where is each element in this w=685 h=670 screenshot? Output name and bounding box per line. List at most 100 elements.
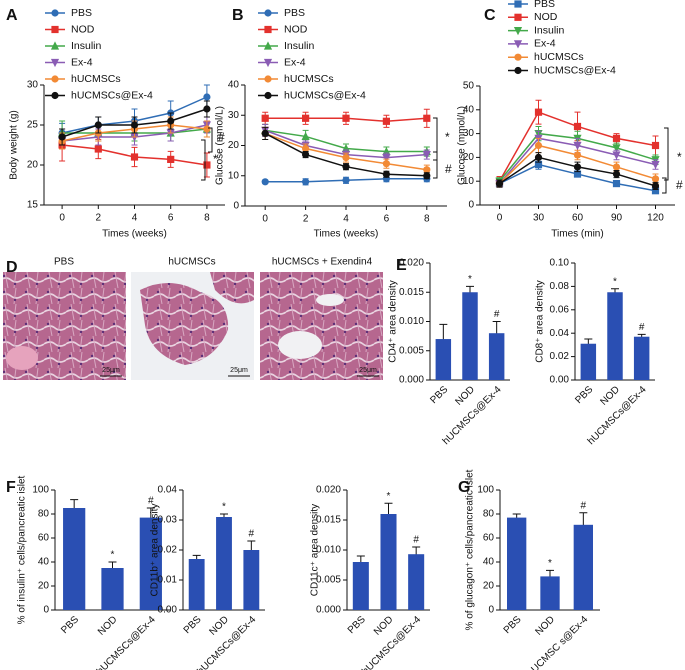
- y-tick-label: 20: [483, 581, 495, 592]
- legend-label: hUCMSCs: [71, 73, 121, 85]
- x-tick-label: 6: [384, 214, 390, 225]
- marker: [612, 144, 621, 153]
- marker: [612, 163, 621, 171]
- y-tick-label: 0.005: [399, 345, 424, 356]
- marker: [422, 150, 431, 160]
- bar: [488, 333, 505, 380]
- y-tick-label: 0.02: [158, 545, 178, 556]
- x-tick-label: 0: [497, 213, 503, 224]
- y-axis-label: CD11b⁺ area density: [150, 504, 161, 597]
- annotation: #: [676, 178, 683, 192]
- y-axis-label: Body weight (g): [9, 110, 20, 179]
- bracket: [208, 127, 213, 153]
- y-tick-label: 20: [463, 152, 475, 163]
- marker: [423, 114, 431, 122]
- y-tick-label: 20: [27, 160, 39, 171]
- y-tick-label: 0.005: [316, 575, 341, 586]
- histology-image: [260, 272, 383, 380]
- legend-label: hUCMSCs: [534, 51, 584, 63]
- image-label: hUCMSCs + Exendin4: [272, 257, 373, 268]
- x-tick-label: 120: [647, 213, 664, 224]
- panel-letter: A: [6, 7, 18, 24]
- significance: *: [548, 558, 552, 569]
- y-tick-label: 20: [228, 140, 240, 151]
- x-tick-label: NOD: [96, 614, 120, 638]
- marker: [342, 114, 350, 122]
- marker: [534, 160, 543, 169]
- panel-letter: B: [232, 7, 244, 24]
- legend-label: Ex-4: [534, 38, 556, 50]
- legend-marker: [513, 27, 523, 36]
- marker: [167, 155, 175, 163]
- y-axis-label: CD4⁺ area density: [388, 280, 399, 363]
- x-tick-label: 6: [168, 213, 174, 224]
- y-tick-label: 100: [477, 485, 494, 496]
- bar: [607, 292, 623, 380]
- x-tick-label: PBS: [346, 614, 368, 636]
- legend-label: Insulin: [284, 40, 315, 52]
- x-tick-label: hUCMSC s@Ex-4: [525, 614, 590, 670]
- legend-marker: [50, 41, 60, 50]
- legend-label: hUCMSCs@Ex-4: [71, 89, 153, 101]
- legend-label: hUCMSCs@Ex-4: [534, 64, 616, 76]
- x-tick-label: PBS: [502, 614, 524, 636]
- legend-label: Insulin: [71, 40, 102, 52]
- annotation: *: [677, 150, 682, 164]
- y-tick-label: 0.10: [550, 258, 570, 269]
- marker: [167, 117, 175, 125]
- marker: [612, 134, 621, 142]
- y-tick-label: 0.08: [550, 281, 570, 292]
- legend-label: hUCMSCs@Ex-4: [284, 89, 366, 101]
- y-tick-label: 0.020: [316, 485, 341, 496]
- significance: *: [222, 502, 226, 513]
- y-tick-label: 30: [463, 128, 475, 139]
- legend-label: PBS: [284, 7, 305, 19]
- bar: [540, 576, 560, 610]
- x-axis-label: Times (min): [551, 229, 603, 240]
- significance: *: [613, 276, 617, 287]
- y-tick-label: 20: [38, 581, 50, 592]
- y-tick-label: 80: [483, 509, 495, 520]
- y-tick-label: 30: [27, 80, 39, 91]
- bar: [507, 517, 527, 610]
- annotation: *: [445, 130, 450, 144]
- significance: *: [468, 274, 472, 285]
- y-tick-label: 60: [483, 533, 495, 544]
- legend-marker: [51, 75, 59, 83]
- panel-letter: C: [484, 7, 496, 24]
- scale-label: 25μm: [359, 367, 377, 374]
- y-tick-label: 40: [228, 80, 240, 91]
- legend-marker: [263, 58, 273, 68]
- y-tick-label: 10: [228, 170, 240, 181]
- bar: [462, 292, 478, 380]
- bar: [216, 517, 232, 610]
- x-tick-label: 90: [611, 213, 623, 224]
- y-tick-label: 0: [488, 605, 494, 616]
- x-tick-label: 4: [343, 214, 349, 225]
- x-tick-label: 8: [204, 213, 210, 224]
- marker: [261, 178, 269, 186]
- marker: [94, 121, 102, 129]
- bracket: [662, 177, 667, 194]
- marker: [382, 160, 390, 168]
- legend-label: Ex-4: [71, 56, 93, 68]
- bar: [63, 508, 86, 610]
- y-axis-label: Glucose (mmol/L): [457, 106, 468, 185]
- y-axis-label: % of insulin⁺ cells/pancreatic islet: [17, 475, 28, 624]
- marker: [302, 150, 310, 159]
- x-tick-label: 4: [132, 213, 138, 224]
- x-tick-label: 8: [424, 214, 430, 225]
- x-tick-label: 60: [572, 213, 584, 224]
- legend-label: PBS: [71, 7, 92, 19]
- y-tick-label: 50: [463, 81, 475, 92]
- y-axis-label: % of glucagon⁺ cells/pancreatic islet: [465, 469, 476, 630]
- marker: [534, 153, 543, 161]
- bar: [408, 554, 425, 610]
- tissue-detail: [278, 331, 322, 359]
- marker: [612, 151, 621, 160]
- x-tick-label: PBS: [59, 614, 81, 636]
- y-tick-label: 0.000: [399, 375, 424, 386]
- legend-label: PBS: [534, 0, 555, 10]
- tissue-detail: [210, 272, 254, 304]
